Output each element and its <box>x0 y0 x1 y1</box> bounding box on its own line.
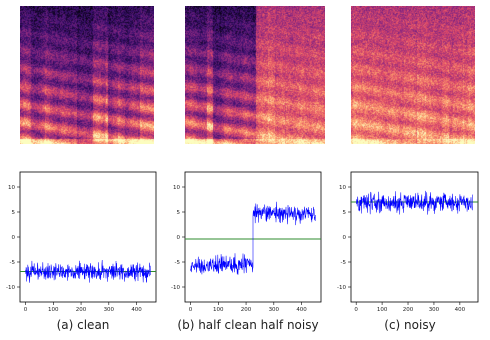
y-tick-label: -10 <box>171 285 180 291</box>
x-tick-label: 300 <box>104 307 115 313</box>
y-tick-label: -5 <box>175 260 181 266</box>
plot-frame <box>350 171 479 303</box>
x-tick-label: 100 <box>213 307 224 313</box>
x-tick-label: 400 <box>455 307 466 313</box>
spectrogram-clean <box>20 6 154 144</box>
caption-half-noisy: (b) half clean half noisy <box>177 318 319 332</box>
y-tick-label: -10 <box>337 285 346 291</box>
x-tick-label: 100 <box>48 307 59 313</box>
caption-clean: (a) clean <box>56 318 110 332</box>
x-tick-label: 200 <box>403 307 414 313</box>
x-tick-label: 200 <box>76 307 87 313</box>
x-tick-label: 200 <box>241 307 252 313</box>
y-tick-label: -5 <box>10 260 16 266</box>
signal-series <box>190 201 316 275</box>
x-tick-label: 100 <box>377 307 388 313</box>
y-tick-label: 10 <box>339 185 346 191</box>
signal-series <box>25 259 151 283</box>
x-tick-label: 300 <box>269 307 280 313</box>
y-tick-label: 10 <box>173 185 180 191</box>
y-tick-label: 5 <box>177 210 181 216</box>
y-tick-label: -5 <box>341 260 347 266</box>
x-tick-label: 0 <box>354 307 358 313</box>
y-tick-label: -10 <box>6 285 15 291</box>
panel-half-noisy: -10 -5 0 5 10 0 100 200 300 400 (b) half clean ha… <box>166 0 330 340</box>
y-tick-label: 0 <box>177 235 181 241</box>
plot-frame <box>19 171 157 303</box>
y-tick-label: 5 <box>343 210 347 216</box>
signal-series <box>356 190 474 215</box>
y-tick-label: 0 <box>343 235 347 241</box>
y-tick-label: 5 <box>12 210 16 216</box>
x-tick-label: 400 <box>296 307 307 313</box>
y-tick-label: 0 <box>12 235 16 241</box>
caption-noisy: (c) noisy <box>384 318 436 332</box>
x-tick-label: 300 <box>429 307 440 313</box>
spectrogram-half-noisy <box>185 6 325 144</box>
panel-clean: -10 -5 0 5 10 0 100 200 300 400 (a) clean <box>0 0 166 340</box>
y-tick-label: 10 <box>8 185 15 191</box>
x-tick-label: 0 <box>24 307 28 313</box>
x-tick-label: 0 <box>189 307 193 313</box>
panel-noisy: -10 -5 0 5 10 0 100 200 300 400 (c) noisy <box>330 0 490 340</box>
spectrogram-noisy <box>351 6 475 144</box>
x-tick-label: 400 <box>131 307 142 313</box>
